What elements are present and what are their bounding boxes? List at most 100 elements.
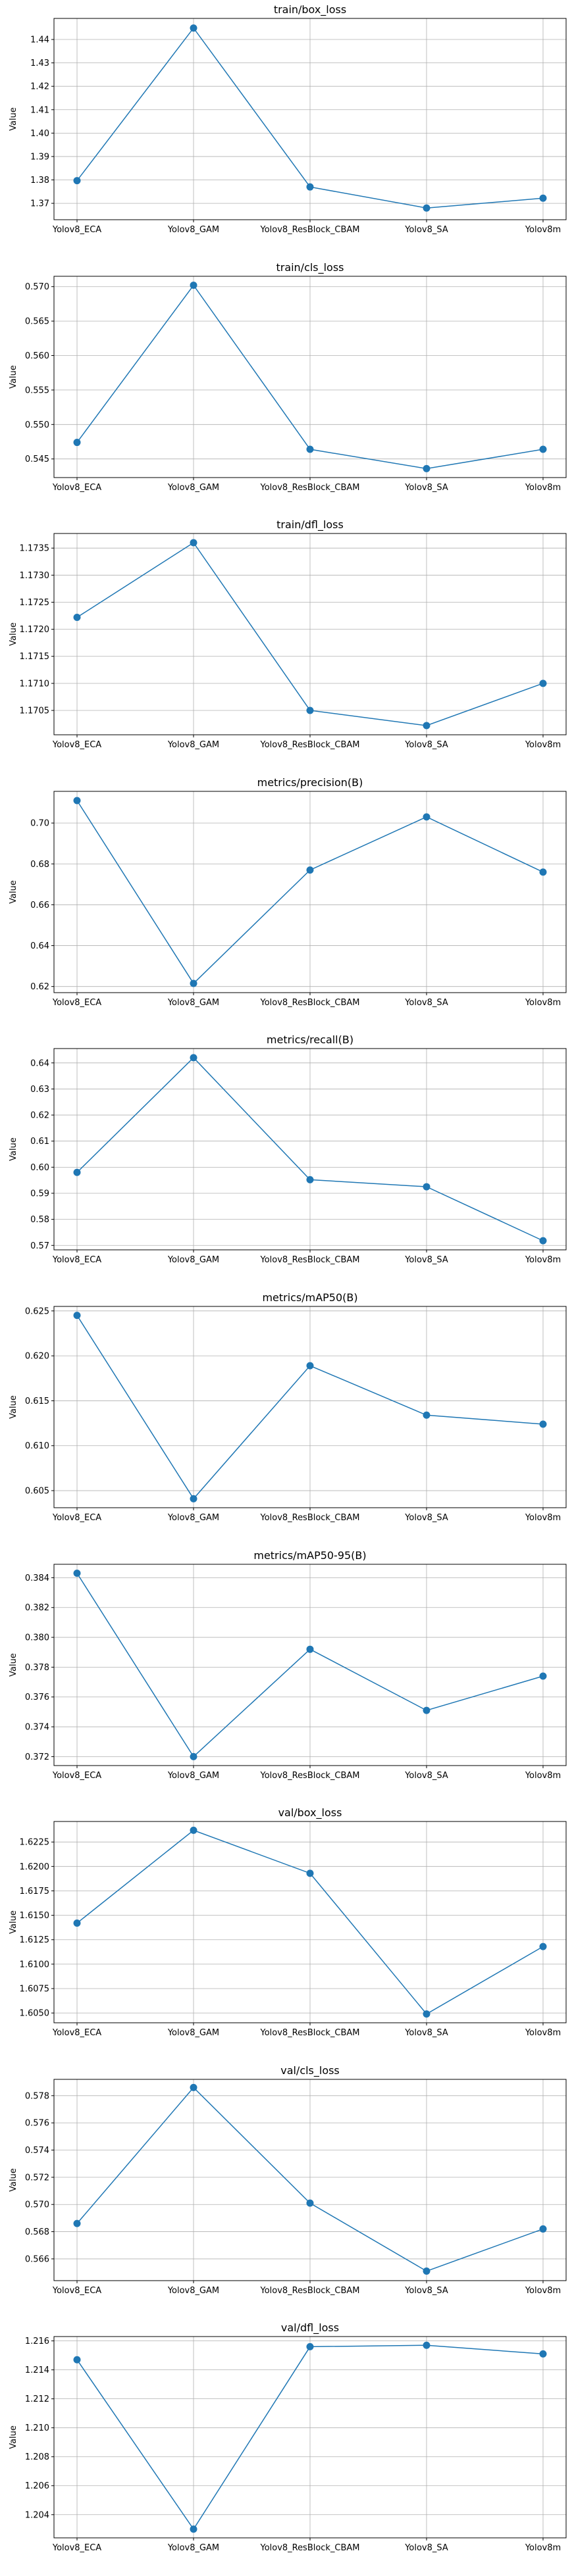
plot-area-frame bbox=[53, 1564, 567, 1766]
data-point bbox=[306, 1362, 314, 1370]
y-tick-label: 1.1725 bbox=[20, 598, 49, 608]
x-tick-label: Yolov8_GAM bbox=[167, 1513, 219, 1523]
x-tick-label: Yolov8_ECA bbox=[52, 1513, 101, 1523]
plot-area-frame bbox=[53, 2336, 567, 2539]
y-tick-label: 0.576 bbox=[25, 2118, 49, 2128]
data-point bbox=[539, 1943, 547, 1950]
x-tick-label: Yolov8m bbox=[525, 1771, 561, 1781]
y-tick-label: 0.68 bbox=[30, 860, 49, 870]
x-tick-label: Yolov8m bbox=[525, 1513, 561, 1523]
chart-title: train/box_loss bbox=[274, 3, 346, 16]
plot-area-frame bbox=[53, 2079, 567, 2281]
data-point bbox=[539, 1237, 547, 1245]
chart-title: val/box_loss bbox=[278, 1806, 342, 1820]
data-point bbox=[306, 183, 314, 191]
y-tick-label: 0.59 bbox=[30, 1189, 49, 1199]
x-tick-label: Yolov8_ECA bbox=[52, 483, 101, 493]
data-point bbox=[539, 868, 547, 876]
chart-title: val/dfl_loss bbox=[281, 2321, 339, 2335]
plot-area-frame bbox=[53, 533, 567, 735]
y-tick-label: 0.565 bbox=[25, 316, 49, 326]
x-tick-label: Yolov8_SA bbox=[404, 2286, 448, 2296]
data-point bbox=[423, 2010, 430, 2018]
y-axis-label: Value bbox=[9, 1653, 18, 1677]
y-tick-label: 1.6225 bbox=[20, 1838, 49, 1848]
y-tick-label: 1.1705 bbox=[20, 706, 49, 716]
chart-title: metrics/precision(B) bbox=[257, 776, 363, 789]
y-tick-label: 1.6075 bbox=[20, 1985, 49, 1994]
y-tick-label: 0.58 bbox=[30, 1216, 49, 1226]
data-point bbox=[539, 2350, 547, 2358]
data-point bbox=[423, 2342, 430, 2350]
x-tick-label: Yolov8_GAM bbox=[167, 225, 219, 235]
x-tick-label: Yolov8m bbox=[525, 2028, 561, 2038]
x-tick-label: Yolov8_ECA bbox=[52, 740, 101, 750]
x-tick-label: Yolov8_SA bbox=[404, 998, 448, 1008]
y-tick-label: 0.64 bbox=[30, 941, 49, 951]
data-point bbox=[73, 2356, 81, 2364]
x-tick-label: Yolov8_ECA bbox=[52, 1771, 101, 1781]
chart-panel-5: metrics/mAP50(B) Value Yolov8_ECA Yolov8_GA… bbox=[9, 1291, 567, 1523]
data-point bbox=[423, 204, 430, 212]
x-tick-label: Yolov8m bbox=[525, 740, 561, 750]
y-axis-label: Value bbox=[9, 2426, 18, 2450]
data-point bbox=[539, 2225, 547, 2233]
data-point bbox=[190, 281, 197, 289]
x-tick-label: Yolov8_ResBlock_CBAM bbox=[259, 225, 359, 235]
x-tick-label: Yolov8_GAM bbox=[167, 2286, 219, 2296]
x-tick-label: Yolov8_ResBlock_CBAM bbox=[259, 2543, 359, 2553]
data-point bbox=[423, 2267, 430, 2275]
x-tick-label: Yolov8m bbox=[525, 225, 561, 235]
data-point bbox=[190, 1752, 197, 1760]
y-tick-label: 0.60 bbox=[30, 1163, 49, 1173]
y-tick-label: 0.61 bbox=[30, 1137, 49, 1147]
y-tick-label: 0.560 bbox=[25, 351, 49, 361]
chart-panel-3: metrics/precision(B) Value Yolov8_ECA Yolov… bbox=[9, 776, 567, 1008]
x-tick-label: Yolov8_SA bbox=[404, 740, 448, 750]
x-tick-label: Yolov8_SA bbox=[404, 225, 448, 235]
y-tick-label: 1.208 bbox=[25, 2453, 49, 2463]
data-point bbox=[306, 445, 314, 453]
data-point bbox=[539, 194, 547, 202]
data-point bbox=[423, 464, 430, 472]
data-point bbox=[190, 979, 197, 987]
x-tick-label: Yolov8_ResBlock_CBAM bbox=[259, 2028, 359, 2038]
y-tick-label: 1.6125 bbox=[20, 1935, 49, 1945]
chart-panel-8: val/cls_loss Value Yolov8_ECA Yolov8_GAM Yol… bbox=[9, 2064, 567, 2296]
y-tick-label: 0.568 bbox=[25, 2227, 49, 2237]
y-tick-label: 1.42 bbox=[30, 82, 49, 92]
y-tick-label: 0.605 bbox=[25, 1487, 49, 1497]
y-tick-label: 0.66 bbox=[30, 901, 49, 910]
chart-title: train/dfl_loss bbox=[276, 518, 344, 532]
y-axis-label: Value bbox=[9, 622, 18, 646]
x-tick-label: Yolov8m bbox=[525, 2543, 561, 2553]
y-tick-label: 0.620 bbox=[25, 1352, 49, 1362]
y-tick-label: 0.70 bbox=[30, 818, 49, 828]
data-point bbox=[190, 1054, 197, 1062]
y-tick-label: 1.206 bbox=[25, 2482, 49, 2492]
y-tick-label: 0.372 bbox=[25, 1752, 49, 1762]
y-tick-label: 0.62 bbox=[30, 1111, 49, 1121]
data-point bbox=[73, 1920, 81, 1927]
y-tick-label: 0.555 bbox=[25, 385, 49, 395]
chart-panel-2: train/dfl_loss Value Yolov8_ECA Yolov8_GAM Y… bbox=[9, 518, 567, 750]
data-point bbox=[190, 2083, 197, 2091]
y-tick-label: 0.62 bbox=[30, 982, 49, 992]
x-tick-label: Yolov8_ResBlock_CBAM bbox=[259, 483, 359, 493]
plot-area-frame bbox=[53, 276, 567, 478]
x-tick-label: Yolov8_ECA bbox=[52, 2028, 101, 2038]
y-tick-label: 1.44 bbox=[30, 36, 49, 45]
chart-title: val/cls_loss bbox=[280, 2064, 340, 2077]
y-tick-label: 0.378 bbox=[25, 1662, 49, 1672]
x-tick-label: Yolov8_GAM bbox=[167, 1255, 219, 1265]
data-point bbox=[539, 1672, 547, 1680]
chart-panel-4: metrics/recall(B) Value Yolov8_ECA Yolov8_G… bbox=[9, 1033, 567, 1265]
y-axis-label: Value bbox=[9, 1395, 18, 1419]
y-tick-label: 0.610 bbox=[25, 1441, 49, 1451]
data-point bbox=[73, 1169, 81, 1177]
y-tick-label: 0.545 bbox=[25, 455, 49, 464]
data-point bbox=[306, 2343, 314, 2351]
x-tick-label: Yolov8_GAM bbox=[167, 1771, 219, 1781]
x-tick-label: Yolov8_SA bbox=[404, 2543, 448, 2553]
chart-panel-9: val/dfl_loss Value Yolov8_ECA Yolov8_GAM Yol… bbox=[9, 2321, 567, 2553]
